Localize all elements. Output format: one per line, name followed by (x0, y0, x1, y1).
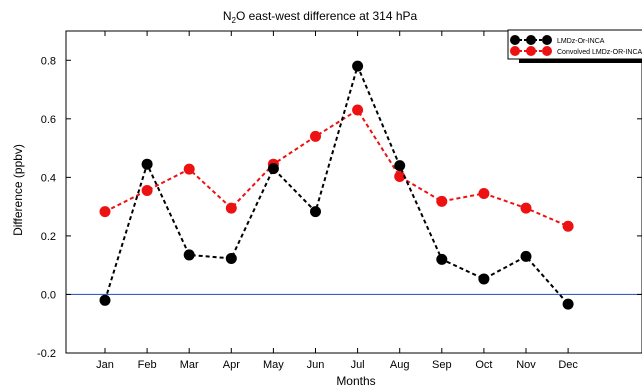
data-point (225, 202, 237, 214)
legend-marker (542, 46, 552, 56)
x-tick-label: Jun (307, 359, 325, 371)
legend-marker (542, 35, 552, 45)
legend-label: LMDz-Or-INCA (557, 38, 605, 45)
x-tick-label: Jul (351, 359, 365, 371)
legend-marker (526, 35, 536, 45)
data-point (310, 206, 321, 218)
data-point (562, 220, 574, 232)
x-tick-label: Mar (180, 359, 199, 371)
data-point (141, 185, 153, 197)
x-tick-label: Jan (96, 359, 114, 371)
legend-marker (510, 35, 520, 45)
series-line (104, 108, 569, 228)
data-point (394, 170, 406, 182)
data-point (352, 60, 364, 72)
series-line (104, 63, 569, 305)
data-point (183, 163, 195, 175)
data-point (141, 158, 153, 170)
y-tick-label: 0.2 (41, 231, 56, 243)
data-point (478, 187, 490, 199)
x-tick-label: Nov (516, 359, 536, 371)
x-tick-label: Feb (138, 359, 157, 371)
x-tick-label: Dec (558, 359, 578, 371)
data-point (352, 104, 364, 116)
y-axis-label: Difference (ppbv) (11, 144, 25, 236)
data-point (267, 163, 279, 175)
legend: LMDz-Or-INCA Convolved LMDz-OR-INCA (507, 29, 642, 63)
plot-frame (65, 30, 642, 354)
data-point (478, 273, 490, 285)
y-tick-label: -0.2 (37, 348, 56, 360)
data-point (183, 249, 195, 261)
data-point (436, 253, 448, 265)
data-point (520, 202, 532, 214)
y-tick-label: 0.0 (41, 289, 56, 301)
chart-title: N2O east-west difference at 314 hPa (223, 9, 418, 25)
x-tick-label: Aug (390, 359, 410, 371)
legend-entry: Convolved LMDz-OR-INCA (510, 46, 642, 56)
legend-marker (526, 46, 536, 56)
data-point (562, 298, 574, 310)
data-point (225, 252, 237, 264)
data-point (520, 250, 532, 262)
data-point (99, 294, 111, 306)
data-point (310, 130, 321, 142)
legend-label: Convolved LMDz-OR-INCA (557, 49, 642, 56)
y-tick-label: 0.4 (41, 172, 56, 184)
y-tick-label: 0.6 (41, 114, 56, 126)
x-tick-label: May (263, 359, 284, 371)
legend-entry: LMDz-Or-INCA (510, 35, 605, 45)
x-axis-label: Months (336, 374, 375, 388)
legend-marker (510, 46, 520, 56)
x-tick-label: Oct (475, 359, 492, 371)
x-tick-label: Sep (432, 359, 452, 371)
series-0 (99, 60, 574, 310)
x-tick-label: Apr (223, 359, 240, 371)
y-tick-label: 0.8 (41, 55, 56, 67)
data-point (99, 206, 111, 218)
data-point (394, 160, 406, 172)
data-point (436, 195, 448, 207)
